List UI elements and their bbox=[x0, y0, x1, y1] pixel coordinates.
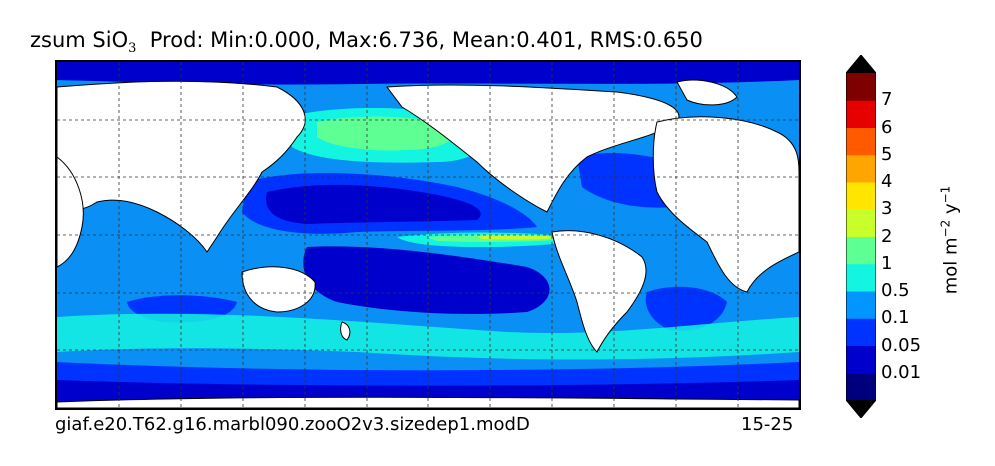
colorbar-tick-label: 6 bbox=[881, 116, 893, 138]
year-range: 15-25 bbox=[741, 414, 794, 435]
title-variable-subscript: 3 bbox=[128, 41, 137, 57]
plot-title: zsum SiO3 Prod: Min:0.000, Max:6.736, Me… bbox=[30, 28, 703, 56]
south-pacific-gyre bbox=[303, 246, 550, 314]
colorbar-segment bbox=[846, 345, 876, 374]
units-text-2: y bbox=[940, 203, 962, 220]
arctic-band bbox=[57, 62, 799, 85]
africa-west-edge bbox=[57, 156, 84, 268]
colorbar-tick-label: 7 bbox=[881, 89, 893, 111]
colorbar-segment bbox=[846, 236, 876, 265]
southern-ocean-band bbox=[57, 313, 799, 360]
units-exponent-1: −2 bbox=[938, 219, 953, 238]
colorbar-tick-label: 0.05 bbox=[881, 334, 922, 356]
colorbar-segment bbox=[846, 209, 876, 237]
north-pacific-bloom bbox=[317, 116, 457, 151]
equatorial-pacific-max bbox=[477, 234, 562, 240]
australia bbox=[241, 266, 316, 313]
colorbar-tick-label: 2 bbox=[881, 225, 893, 247]
colorbar-segment bbox=[846, 100, 876, 128]
map-svg bbox=[57, 62, 799, 408]
colorbar-segment bbox=[846, 182, 876, 210]
graticule bbox=[57, 62, 799, 408]
colorbar-segment bbox=[846, 263, 876, 292]
colorbar-units-label: mol m−2 y−1 bbox=[939, 186, 962, 295]
africa-europe-east bbox=[652, 116, 799, 293]
south-atlantic-gyre bbox=[645, 286, 727, 331]
colorbar-segment bbox=[846, 73, 876, 101]
units-exponent-2: −1 bbox=[938, 185, 953, 204]
south-america bbox=[551, 230, 647, 353]
north-pacific-gyre-core bbox=[266, 184, 481, 224]
colorbar-segment bbox=[846, 372, 876, 401]
north-america bbox=[386, 84, 680, 213]
colorbar-segment bbox=[846, 127, 876, 156]
antarctica bbox=[57, 396, 799, 408]
colorbar-segment bbox=[846, 154, 876, 183]
colorbar-segment bbox=[846, 291, 876, 319]
colorbar-tick-label: 4 bbox=[881, 171, 893, 192]
case-name: giaf.e20.T62.g16.marbl090.zooO2v3.sizede… bbox=[55, 414, 530, 435]
colorbar-tick-label: 3 bbox=[881, 198, 893, 220]
map-panel bbox=[55, 60, 801, 410]
greenland-edge bbox=[676, 79, 738, 106]
new-zealand bbox=[340, 321, 351, 341]
colorbar-tick-label: 0.1 bbox=[881, 307, 910, 329]
colorbar-segment bbox=[846, 318, 876, 346]
title-variable: zsum SiO bbox=[30, 28, 129, 52]
units-text: mol m bbox=[940, 237, 962, 295]
colorbar-extend-high bbox=[846, 55, 876, 73]
colorbar-tick-label: 5 bbox=[881, 143, 893, 165]
title-stats: Prod: Min:0.000, Max:6.736, Mean:0.401, … bbox=[149, 28, 703, 52]
colorbar bbox=[846, 55, 876, 418]
colorbar-tick-label: 1 bbox=[881, 252, 893, 274]
colorbar-extend-low bbox=[846, 400, 876, 418]
colorbar-tick-label: 0.01 bbox=[881, 361, 922, 383]
colorbar-tick-label: 0.5 bbox=[881, 280, 910, 301]
